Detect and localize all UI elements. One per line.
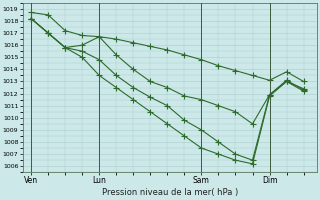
X-axis label: Pression niveau de la mer( hPa ): Pression niveau de la mer( hPa ) [102,188,238,197]
